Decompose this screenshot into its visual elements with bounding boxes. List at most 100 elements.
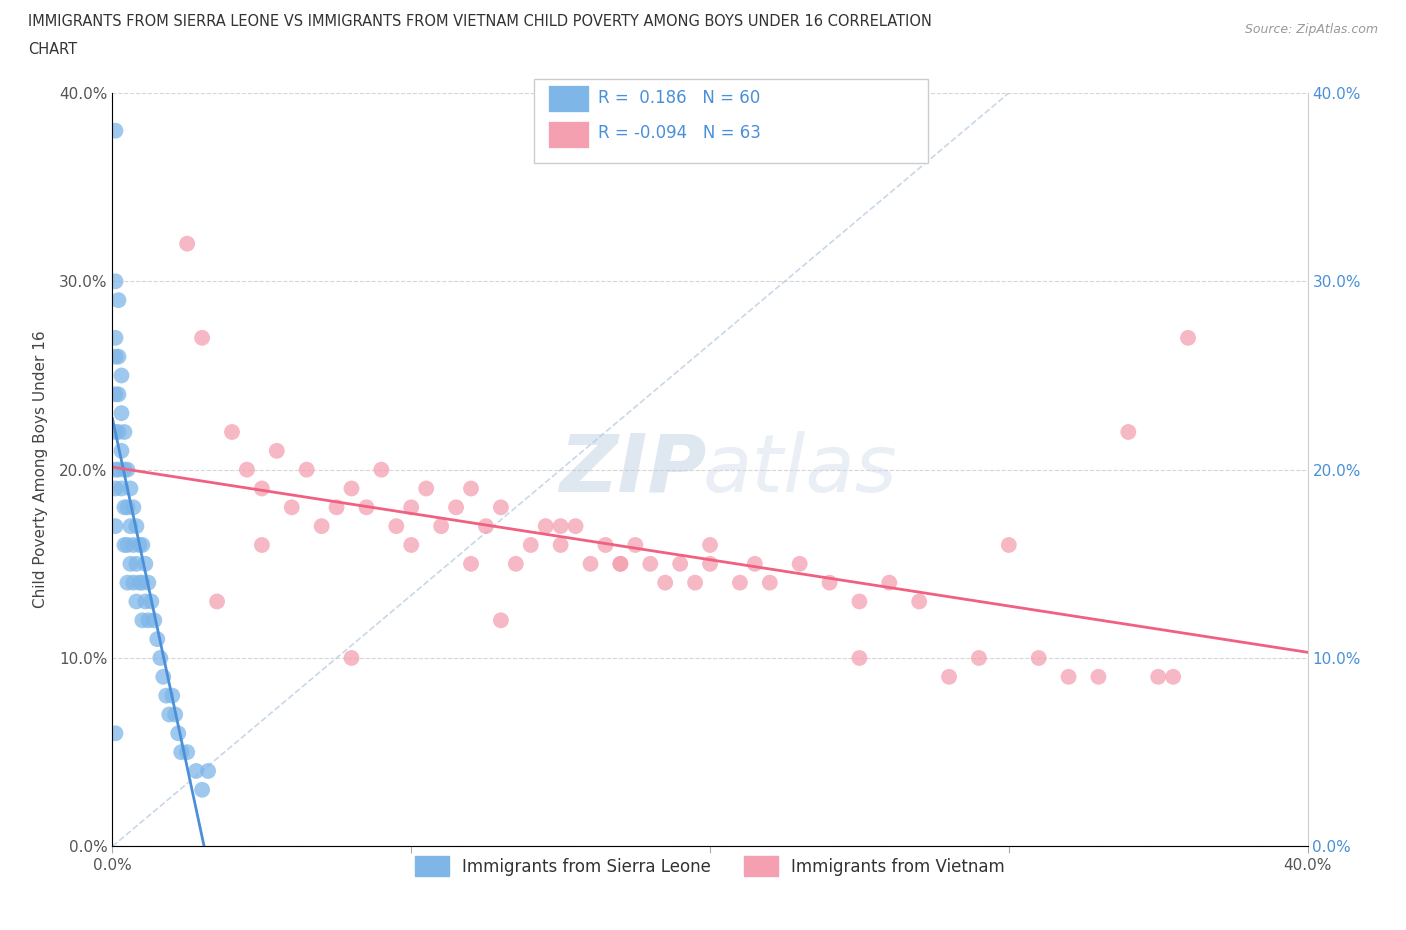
- Point: [125, 519, 148, 534]
- Point: [444, 500, 467, 515]
- Point: [128, 538, 150, 552]
- Point: [595, 538, 617, 552]
- Text: R =  0.186   N = 60: R = 0.186 N = 60: [598, 88, 759, 107]
- Point: [110, 444, 132, 458]
- Point: [236, 462, 259, 477]
- Point: [104, 349, 127, 364]
- Legend: Immigrants from Sierra Leone, Immigrants from Vietnam: Immigrants from Sierra Leone, Immigrants…: [409, 849, 1011, 884]
- Point: [104, 274, 127, 289]
- Point: [1087, 670, 1109, 684]
- Point: [170, 745, 193, 760]
- Point: [699, 556, 721, 571]
- Point: [191, 330, 214, 345]
- Point: [564, 519, 586, 534]
- Point: [131, 538, 153, 552]
- Point: [340, 651, 363, 666]
- Point: [131, 575, 153, 591]
- Point: [1177, 330, 1199, 345]
- Point: [107, 462, 129, 477]
- Point: [138, 613, 160, 628]
- Point: [104, 462, 127, 477]
- Point: [401, 538, 423, 552]
- Point: [114, 538, 135, 552]
- Point: [818, 575, 841, 591]
- Point: [134, 556, 156, 571]
- Point: [520, 538, 543, 552]
- Point: [295, 462, 318, 477]
- Point: [998, 538, 1021, 552]
- Point: [104, 424, 127, 440]
- Point: [186, 764, 208, 778]
- Point: [114, 424, 135, 440]
- Point: [122, 575, 145, 591]
- Point: [744, 556, 766, 571]
- Text: IMMIGRANTS FROM SIERRA LEONE VS IMMIGRANTS FROM VIETNAM CHILD POVERTY AMONG BOYS: IMMIGRANTS FROM SIERRA LEONE VS IMMIGRAN…: [28, 14, 932, 29]
- Point: [430, 519, 453, 534]
- Point: [107, 387, 129, 402]
- Point: [128, 575, 150, 591]
- Point: [534, 519, 557, 534]
- Point: [311, 519, 333, 534]
- Point: [669, 556, 692, 571]
- Point: [728, 575, 751, 591]
- Point: [505, 556, 527, 571]
- Point: [460, 556, 482, 571]
- Point: [107, 349, 129, 364]
- Point: [157, 707, 180, 722]
- Point: [114, 500, 135, 515]
- Text: atlas: atlas: [702, 431, 897, 509]
- Point: [176, 745, 198, 760]
- Point: [120, 556, 142, 571]
- Point: [415, 481, 437, 496]
- Text: CHART: CHART: [28, 42, 77, 57]
- Point: [370, 462, 392, 477]
- Point: [908, 594, 931, 609]
- Point: [120, 481, 142, 496]
- Point: [205, 594, 228, 609]
- Point: [489, 500, 512, 515]
- Point: [654, 575, 676, 591]
- Point: [197, 764, 219, 778]
- Point: [104, 519, 127, 534]
- Point: [250, 538, 273, 552]
- Point: [1161, 670, 1184, 684]
- Y-axis label: Child Poverty Among Boys Under 16: Child Poverty Among Boys Under 16: [32, 331, 48, 608]
- Point: [683, 575, 706, 591]
- Point: [110, 368, 132, 383]
- Point: [152, 670, 174, 684]
- Point: [162, 688, 183, 703]
- Point: [609, 556, 631, 571]
- Point: [640, 556, 662, 571]
- Point: [325, 500, 347, 515]
- Point: [699, 538, 721, 552]
- Point: [176, 236, 198, 251]
- Point: [789, 556, 811, 571]
- Point: [167, 726, 190, 741]
- Point: [114, 462, 135, 477]
- Point: [155, 688, 177, 703]
- Point: [550, 538, 572, 552]
- Point: [117, 575, 139, 591]
- Point: [104, 123, 127, 138]
- Text: R = -0.094   N = 63: R = -0.094 N = 63: [598, 124, 761, 142]
- Point: [475, 519, 498, 534]
- Point: [117, 538, 139, 552]
- Point: [141, 594, 163, 609]
- Text: Source: ZipAtlas.com: Source: ZipAtlas.com: [1244, 23, 1378, 36]
- Point: [125, 556, 148, 571]
- Point: [117, 462, 139, 477]
- Point: [134, 594, 156, 609]
- Point: [967, 651, 990, 666]
- Point: [104, 726, 127, 741]
- Point: [104, 481, 127, 496]
- Point: [191, 782, 214, 797]
- Point: [1028, 651, 1050, 666]
- Point: [848, 651, 870, 666]
- Point: [107, 293, 129, 308]
- Point: [1147, 670, 1170, 684]
- Point: [146, 631, 169, 646]
- Point: [117, 500, 139, 515]
- Point: [281, 500, 304, 515]
- Point: [1118, 424, 1140, 440]
- Point: [550, 519, 572, 534]
